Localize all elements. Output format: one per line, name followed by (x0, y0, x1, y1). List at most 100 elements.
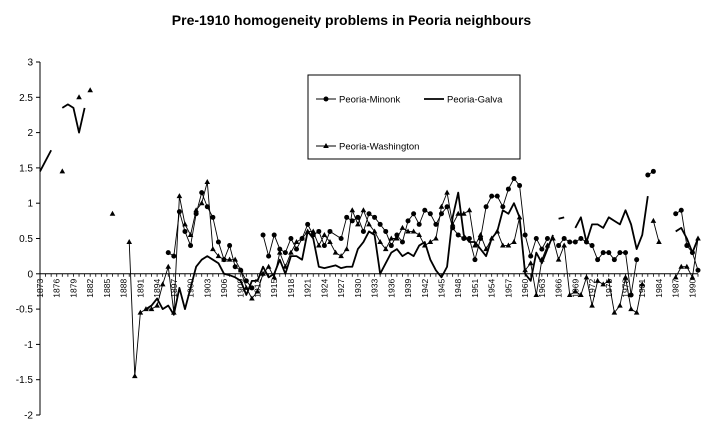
data-point-peoria-minonk (383, 228, 389, 234)
data-point-peoria-washington (561, 242, 567, 248)
data-point-peoria-washington (159, 281, 166, 287)
x-tick-label: 1984 (654, 279, 664, 298)
data-point-peoria-minonk (500, 204, 506, 210)
data-point-peoria-washington (594, 277, 601, 283)
data-point-peoria-washington (193, 207, 199, 213)
data-point-peoria-washington (131, 373, 138, 379)
data-point-peoria-washington (327, 239, 333, 245)
data-point-peoria-minonk (355, 214, 361, 220)
data-point-peoria-washington (204, 179, 211, 185)
data-point-peoria-minonk (444, 204, 450, 210)
data-point-peoria-minonk (271, 232, 277, 238)
data-point-peoria-washington (527, 260, 534, 266)
data-point-peoria-minonk (578, 236, 584, 241)
legend-marker-peoria-washington (323, 143, 329, 148)
data-point-peoria-washington (293, 239, 300, 245)
data-point-peoria-minonk (377, 221, 383, 227)
data-point-peoria-minonk (422, 207, 428, 213)
y-tick-label: 3 (27, 58, 33, 69)
data-point-peoria-washington (572, 288, 579, 294)
data-point-peoria-washington (260, 270, 266, 276)
series-line-peoria-galva (675, 227, 699, 254)
data-point-peoria-washington (243, 284, 250, 290)
data-point-peoria-minonk (539, 246, 545, 252)
data-point-peoria-minonk (533, 236, 539, 241)
data-point-peoria-washington (310, 228, 317, 234)
data-point-peoria-washington (500, 242, 506, 248)
data-point-peoria-minonk (489, 193, 495, 199)
chart-title: Pre-1910 homogeneity problems in Peoria … (171, 12, 532, 28)
data-point-peoria-washington (449, 221, 456, 227)
data-point-peoria-washington (355, 221, 361, 227)
x-tick-label: 1960 (520, 279, 530, 298)
data-point-peoria-washington (639, 281, 646, 287)
x-tick-label: 1918 (286, 279, 296, 298)
data-point-peoria-minonk (678, 207, 684, 213)
data-point-peoria-washington (566, 291, 573, 297)
x-tick-label: 1906 (219, 279, 229, 298)
data-point-peoria-washington (221, 256, 227, 262)
data-point-peoria-washington (349, 207, 356, 213)
x-tick-label: 1915 (269, 279, 279, 298)
x-tick-label: 1912 (252, 279, 262, 298)
data-point-peoria-washington (472, 242, 478, 248)
x-tick-label: 1951 (470, 279, 480, 298)
data-point-peoria-minonk (433, 221, 439, 227)
data-point-peoria-washington (176, 193, 183, 199)
x-tick-label: 1954 (487, 279, 497, 298)
data-point-peoria-minonk (260, 232, 266, 238)
data-point-peoria-minonk (617, 250, 623, 256)
data-point-peoria-washington (611, 309, 618, 315)
data-point-peoria-washington (622, 274, 629, 280)
x-tick-label: 1930 (353, 279, 363, 298)
y-tick-label: 0.5 (19, 234, 33, 245)
y-tick-label: -2 (24, 411, 33, 422)
data-point-peoria-minonk (249, 285, 255, 291)
data-point-peoria-minonk (528, 253, 534, 259)
data-point-peoria-washington (494, 228, 501, 234)
x-tick-label: 1885 (102, 279, 112, 298)
data-point-peoria-washington (516, 214, 523, 220)
data-point-peoria-washington (165, 263, 172, 269)
data-point-peoria-washington (488, 235, 495, 241)
data-point-peoria-washington (332, 249, 339, 255)
x-tick-label: 1972 (587, 279, 597, 298)
data-point-peoria-washington (276, 249, 283, 255)
data-point-peoria-washington (271, 274, 278, 280)
y-tick-label: 2 (27, 128, 33, 139)
data-point-peoria-minonk (204, 204, 210, 210)
legend-label-peoria-galva: Peoria-Galva (447, 95, 503, 106)
x-tick-label: 1936 (386, 279, 396, 298)
series-line-peoria-galva (574, 196, 649, 250)
data-point-peoria-minonk (505, 186, 511, 192)
x-tick-label: 1891 (135, 279, 145, 298)
data-point-peoria-washington (59, 168, 66, 174)
data-point-peoria-washington (321, 231, 328, 237)
data-point-peoria-minonk (288, 236, 294, 241)
data-point-peoria-minonk (360, 228, 366, 234)
x-tick-label: 1876 (52, 279, 62, 298)
data-point-peoria-washington (522, 267, 528, 273)
data-point-peoria-washington (288, 249, 294, 255)
x-tick-label: 1987 (671, 279, 681, 298)
data-point-peoria-washington (539, 256, 545, 262)
data-point-peoria-minonk (600, 250, 606, 256)
data-point-peoria-minonk (427, 211, 433, 217)
data-point-peoria-washington (483, 246, 489, 252)
data-point-peoria-minonk (567, 239, 573, 245)
data-point-peoria-minonk (182, 228, 188, 234)
legend-marker-peoria-minonk (323, 96, 329, 102)
series-line-peoria-galva (61, 103, 86, 134)
data-point-peoria-washington (628, 306, 634, 312)
data-point-peoria-minonk (282, 250, 288, 256)
data-point-peoria-washington (684, 263, 690, 269)
x-tick-label: 1879 (68, 279, 78, 298)
data-point-peoria-washington (304, 228, 311, 234)
x-tick-label: 1948 (453, 279, 463, 298)
data-point-peoria-minonk (210, 214, 216, 220)
y-tick-label: -0.5 (16, 305, 34, 316)
data-point-peoria-minonk (561, 236, 567, 241)
data-point-peoria-washington (589, 302, 595, 308)
data-point-peoria-washington (555, 256, 562, 262)
data-point-peoria-minonk (305, 221, 311, 227)
